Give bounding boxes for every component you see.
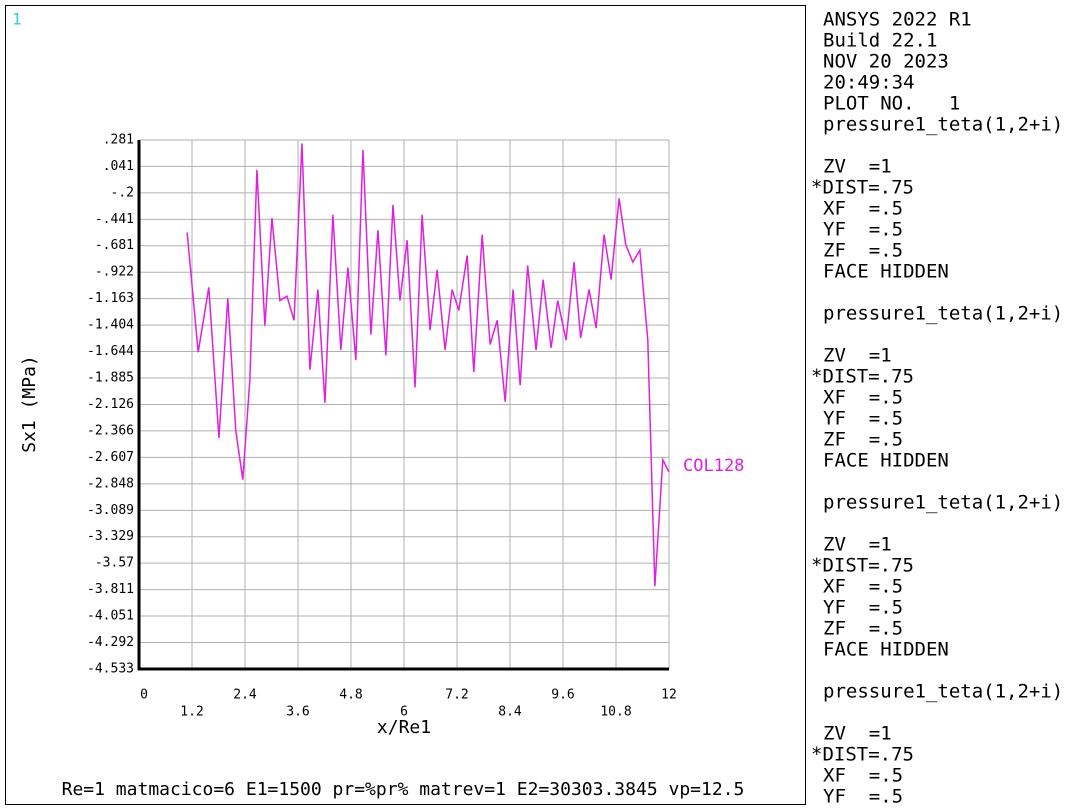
y-tick-label: -.2 (111, 185, 134, 200)
y-tick-label: -3.089 (87, 503, 134, 518)
x-tick-label: 12 (661, 688, 677, 703)
y-tick-label: -.681 (95, 238, 134, 253)
y-tick-label: -1.885 (87, 371, 134, 386)
x-tick-label: 2.4 (233, 688, 257, 703)
info-line: PLOT NO. 1 (823, 93, 960, 115)
y-tick-label: -2.366 (87, 423, 134, 438)
block-title: pressure1_teta(1,2+i) (823, 114, 1063, 136)
info-line: YF =.5 (823, 219, 903, 241)
info-line: ZF =.5 (823, 618, 903, 640)
info-line: FACE HIDDEN (823, 450, 949, 472)
x-tick-label: 9.6 (551, 688, 574, 703)
info-line: NOV 20 2023 (823, 51, 949, 73)
info-line: XF =.5 (823, 765, 903, 787)
y-tick-label: -4.051 (87, 609, 134, 624)
y-tick-label: -.441 (95, 212, 134, 227)
info-line: YF =.5 (823, 597, 903, 619)
x-tick-label: 3.6 (286, 705, 309, 720)
info-line: *DIST=.75 (811, 744, 914, 766)
info-line: XF =.5 (823, 198, 903, 220)
info-line: XF =.5 (823, 576, 903, 598)
x-tick-label: 8.4 (498, 705, 522, 720)
y-tick-label: -4.292 (87, 635, 134, 650)
x-tick-label: 6 (400, 705, 408, 720)
x-tick-label: 10.8 (600, 705, 631, 720)
info-line: ZV =1 (823, 156, 892, 178)
info-line: ZV =1 (823, 723, 892, 745)
y-tick-label: -1.404 (87, 318, 134, 333)
footer: Re=1 matmacico=6 E1=1500 pr=%pr% matrev=… (62, 779, 745, 800)
x-tick-label: 7.2 (445, 688, 468, 703)
y-tick-label: -4.533 (87, 662, 134, 677)
info-line: FACE HIDDEN (823, 261, 949, 283)
block-title: pressure1_teta(1,2+i) (823, 492, 1063, 514)
block-title: pressure1_teta(1,2+i) (823, 681, 1063, 703)
info-line: XF =.5 (823, 387, 903, 409)
info-line: Build 22.1 (823, 30, 937, 52)
window-number: 1 (12, 10, 22, 29)
y-tick-label: -1.163 (87, 291, 134, 306)
y-tick-label: -3.57 (95, 556, 134, 571)
y-tick-label: -2.607 (87, 450, 134, 465)
y-tick-label: -3.329 (87, 529, 134, 544)
y-axis-title: Sx1 (MPa) (19, 355, 40, 453)
block-title: pressure1_teta(1,2+i) (823, 303, 1063, 325)
info-line: FACE HIDDEN (823, 639, 949, 661)
y-tick-label: -2.126 (87, 397, 134, 412)
y-tick-label: -.922 (95, 265, 134, 280)
info-line: *DIST=.75 (811, 177, 914, 199)
x-tick-label: 4.8 (339, 688, 362, 703)
x-tick-label: 0 (140, 688, 148, 703)
data-line (186, 143, 670, 587)
info-line: 20:49:34 (823, 72, 915, 94)
info-line: ZV =1 (823, 534, 892, 556)
info-line: ZF =.5 (823, 429, 903, 451)
y-tick-label: -2.848 (87, 476, 134, 491)
x-tick-label: 1.2 (180, 705, 203, 720)
info-line: ZF =.5 (823, 240, 903, 262)
x-axis-title: x/Re1 (377, 717, 431, 738)
y-tick-label: .281 (103, 133, 134, 148)
info-line: *DIST=.75 (811, 555, 914, 577)
y-tick-label: -1.644 (87, 344, 134, 359)
info-line: ZV =1 (823, 345, 892, 367)
legend-label: COL128 (683, 456, 744, 476)
y-tick-label: -3.811 (87, 582, 134, 597)
info-line: YF =.5 (823, 786, 903, 808)
info-line: YF =.5 (823, 408, 903, 430)
info-line: *DIST=.75 (811, 366, 914, 388)
plot-frame (5, 5, 806, 805)
info-line: ANSYS 2022 R1 (823, 9, 972, 31)
y-tick-label: .041 (103, 159, 134, 174)
